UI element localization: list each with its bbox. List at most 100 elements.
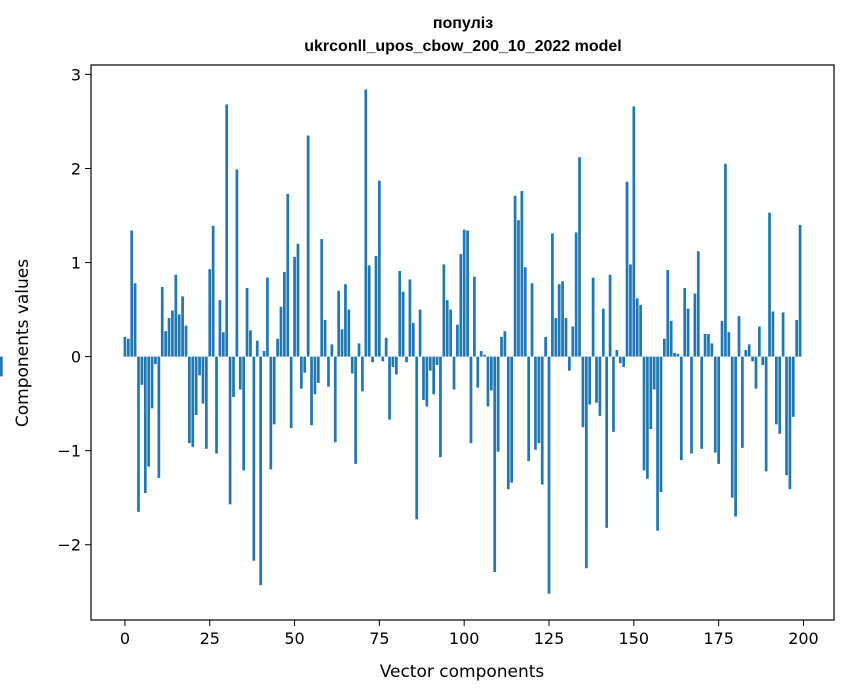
bar	[374, 255, 378, 357]
bar	[595, 356, 598, 403]
bar	[286, 193, 290, 357]
bar	[157, 356, 161, 478]
bar	[466, 230, 469, 357]
bar	[154, 356, 157, 365]
bar	[710, 343, 714, 357]
bar	[344, 284, 347, 357]
bar	[656, 356, 659, 531]
bar	[717, 356, 720, 464]
bar	[174, 274, 178, 357]
bar	[544, 336, 547, 357]
bar	[578, 157, 581, 357]
x-axis-label: Vector components	[380, 662, 545, 682]
bar	[394, 356, 398, 375]
bar	[140, 356, 144, 385]
bar	[181, 296, 184, 357]
bar	[557, 284, 561, 357]
bar	[147, 356, 151, 467]
bar	[432, 356, 436, 395]
bar	[564, 318, 568, 357]
bar	[428, 356, 432, 371]
bar	[255, 340, 259, 357]
bar	[618, 356, 622, 364]
bar	[330, 344, 334, 357]
bar	[649, 356, 653, 430]
x-tick-label: 175	[703, 629, 734, 648]
bar	[259, 356, 262, 586]
bar	[391, 356, 395, 367]
bar	[537, 356, 541, 444]
bar	[198, 356, 201, 376]
bar	[384, 337, 388, 357]
bar	[439, 356, 442, 458]
bar	[795, 319, 799, 357]
bar	[754, 356, 758, 389]
bar	[225, 104, 229, 357]
bar	[652, 356, 656, 390]
bar	[208, 269, 212, 357]
bar	[679, 356, 683, 461]
bar	[364, 89, 368, 357]
bar	[791, 356, 795, 417]
bar	[666, 270, 670, 357]
bar	[228, 356, 232, 505]
bar	[204, 356, 208, 449]
bar	[266, 277, 269, 357]
bar	[398, 271, 402, 357]
bar	[659, 356, 663, 493]
bar	[445, 300, 449, 357]
bar	[690, 356, 693, 454]
bar	[0, 356, 3, 377]
bar	[561, 281, 564, 357]
y-tick-label: −2	[57, 536, 81, 555]
bar	[296, 243, 300, 357]
bar	[486, 356, 490, 407]
bar	[646, 356, 649, 479]
bar	[503, 331, 507, 357]
bar	[686, 308, 690, 357]
bar	[367, 265, 371, 357]
bar	[700, 356, 704, 449]
bar	[221, 332, 225, 357]
y-tick-label: 1	[71, 254, 81, 273]
bar	[252, 356, 256, 561]
bar	[357, 343, 361, 357]
bar	[276, 338, 279, 357]
bar	[724, 163, 727, 357]
bar	[778, 356, 782, 434]
bar	[540, 356, 544, 485]
bar	[707, 334, 710, 357]
bar	[741, 356, 744, 448]
bar	[727, 332, 731, 357]
bar	[632, 106, 636, 357]
bar	[635, 298, 639, 357]
x-tick-label: 0	[120, 629, 130, 648]
bar	[764, 356, 768, 472]
bar	[150, 356, 154, 409]
bar	[137, 356, 140, 512]
bar	[388, 356, 391, 420]
bar	[781, 312, 785, 357]
bar	[534, 356, 537, 450]
bar	[211, 225, 215, 357]
bar	[496, 356, 500, 452]
bar	[761, 356, 765, 366]
bar	[411, 322, 415, 357]
bar	[320, 239, 324, 357]
bar	[235, 169, 239, 357]
bar	[408, 279, 412, 357]
bar	[615, 350, 619, 357]
bar	[774, 356, 778, 425]
bar	[669, 320, 673, 357]
bar	[693, 293, 697, 357]
bar	[130, 230, 134, 357]
bar	[272, 356, 276, 425]
bar	[194, 356, 198, 415]
bar	[316, 356, 320, 383]
bar	[513, 195, 517, 357]
chart-subtitle: ukrconll_upos_cbow_200_10_2022 model	[304, 38, 621, 55]
bar	[527, 356, 531, 462]
bar	[462, 229, 466, 357]
bar	[598, 356, 602, 416]
bar	[171, 310, 174, 357]
